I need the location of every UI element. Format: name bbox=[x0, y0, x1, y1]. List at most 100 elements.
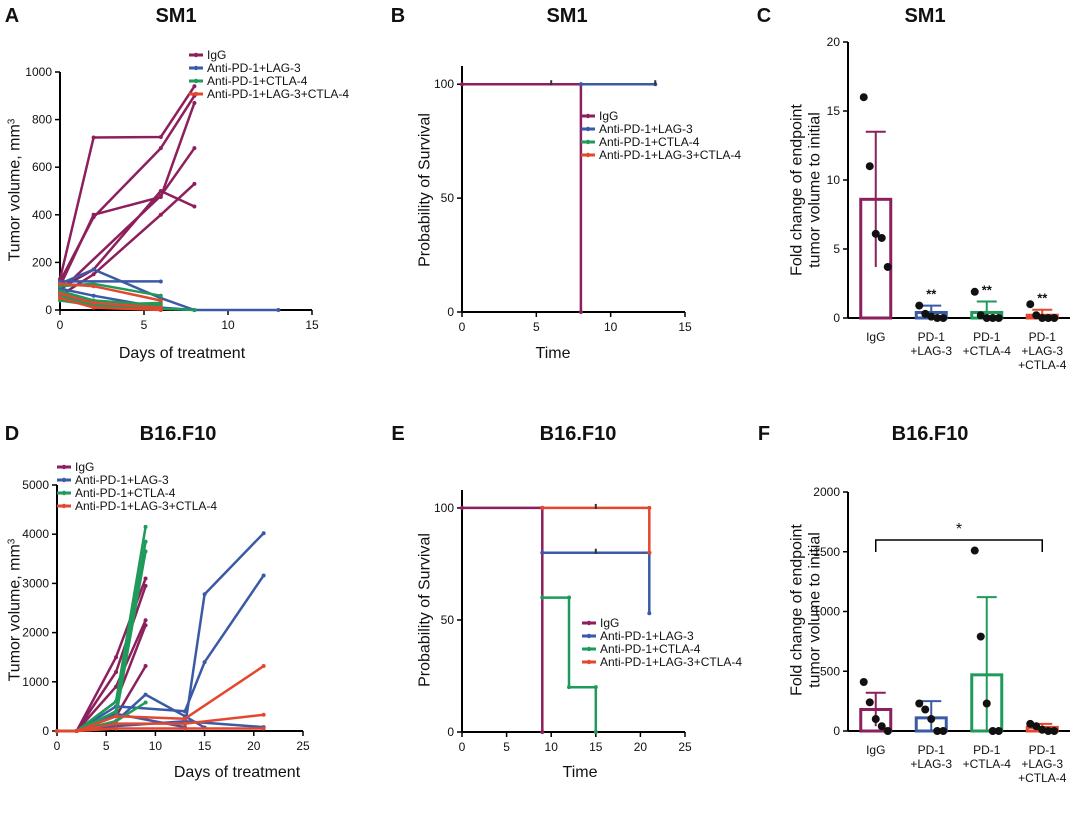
data-point bbox=[261, 531, 266, 536]
y-tick-label: 1000 bbox=[22, 675, 49, 689]
data-point bbox=[593, 730, 598, 734]
data-point bbox=[91, 212, 96, 217]
legend-label: Anti-PD-1+LAG-3+CTLA-4 bbox=[207, 87, 349, 101]
data-point bbox=[567, 685, 572, 690]
legend-marker bbox=[193, 78, 199, 84]
data-point bbox=[1032, 311, 1041, 320]
data-point bbox=[58, 296, 62, 301]
chart-title: B16.F10 bbox=[140, 423, 217, 445]
data-point bbox=[921, 705, 930, 714]
y-tick-label: 50 bbox=[441, 613, 455, 627]
y-tick-label: 5000 bbox=[22, 478, 49, 492]
data-point bbox=[143, 549, 148, 554]
legend-marker bbox=[61, 477, 67, 483]
x-tick-label: PD-1 bbox=[1029, 330, 1057, 344]
data-point bbox=[202, 592, 207, 597]
data-point bbox=[276, 308, 281, 312]
data-point bbox=[921, 309, 930, 318]
y-axis-label-superscript: 3 bbox=[6, 538, 17, 544]
y-tick-label: 4000 bbox=[22, 527, 49, 541]
data-point bbox=[114, 726, 119, 731]
data-point bbox=[1026, 719, 1035, 728]
data-point bbox=[982, 314, 991, 322]
y-tick-label: 400 bbox=[32, 208, 52, 222]
panel-letter: F bbox=[758, 423, 770, 445]
data-point bbox=[1050, 314, 1059, 322]
legend-label: Anti-PD-1+LAG-3+CTLA-4 bbox=[599, 148, 741, 162]
data-point bbox=[871, 229, 880, 238]
data-point bbox=[158, 212, 163, 217]
data-point bbox=[865, 698, 874, 707]
data-point bbox=[158, 146, 163, 151]
data-point bbox=[540, 505, 545, 510]
y-axis-label: Tumor volume, mm3 bbox=[6, 538, 24, 681]
data-point bbox=[540, 730, 545, 734]
data-point bbox=[982, 699, 991, 708]
y-tick-label: 0 bbox=[447, 305, 454, 319]
legend-label: Anti-PD-1+CTLA-4 bbox=[599, 135, 700, 149]
data-point bbox=[91, 305, 96, 310]
x-tick-label: 25 bbox=[678, 740, 692, 754]
data-point bbox=[143, 539, 148, 544]
x-tick-label: 15 bbox=[305, 318, 319, 332]
y-tick-label: 200 bbox=[32, 255, 52, 269]
legend-marker bbox=[585, 152, 591, 158]
x-tick-label: 25 bbox=[296, 739, 310, 753]
x-tick-label: +CTLA-4 bbox=[1018, 358, 1067, 372]
data-point bbox=[91, 267, 96, 272]
data-point bbox=[91, 293, 96, 298]
y-axis-label: Probability of Survival bbox=[417, 113, 434, 267]
data-point bbox=[143, 700, 148, 705]
x-tick-label: 0 bbox=[459, 320, 466, 334]
significance-label: * bbox=[956, 521, 962, 538]
data-point bbox=[460, 505, 464, 510]
x-tick-label: 5 bbox=[141, 318, 148, 332]
data-point bbox=[114, 669, 119, 674]
series-line bbox=[58, 102, 196, 287]
x-tick-label: +LAG-3 bbox=[1021, 344, 1063, 358]
panel-letter: E bbox=[391, 423, 404, 445]
data-point bbox=[143, 623, 148, 628]
series-line bbox=[542, 551, 651, 614]
series-line bbox=[542, 596, 598, 732]
legend-label: Anti-PD-1+LAG-3 bbox=[600, 629, 694, 643]
data-point bbox=[192, 84, 197, 89]
x-tick-label: +CTLA-4 bbox=[963, 344, 1012, 358]
legend-marker bbox=[585, 139, 591, 145]
x-tick-label: 10 bbox=[149, 739, 163, 753]
x-tick-label: +CTLA-4 bbox=[1018, 771, 1067, 785]
x-tick-label: 5 bbox=[103, 739, 110, 753]
data-point bbox=[1038, 314, 1047, 322]
data-point bbox=[1038, 725, 1047, 734]
x-tick-label: PD-1 bbox=[973, 743, 1001, 757]
legend-label: Anti-PD-1+CTLA-4 bbox=[600, 642, 701, 656]
series-line bbox=[58, 85, 196, 280]
data-point bbox=[143, 583, 148, 588]
data-point bbox=[143, 664, 148, 669]
y-tick-label: 2000 bbox=[813, 485, 840, 499]
data-point bbox=[192, 204, 197, 209]
data-point bbox=[647, 611, 652, 616]
legend-marker bbox=[193, 52, 199, 58]
x-tick-label: +LAG-3 bbox=[1021, 757, 1063, 771]
data-point bbox=[143, 524, 148, 529]
x-tick-label: 15 bbox=[589, 740, 603, 754]
y-axis-label: Fold change of endpoint bbox=[789, 104, 806, 276]
panel-e: E B16.F10 0 5 10 15 20 25 0 50 100 Time Probability … bbox=[391, 423, 742, 781]
legend-marker bbox=[193, 65, 199, 71]
legend-label: Anti-PD-1+CTLA-4 bbox=[207, 74, 308, 88]
y-tick-label: 0 bbox=[45, 303, 52, 317]
x-tick-label: +CTLA-4 bbox=[963, 757, 1012, 771]
data-point bbox=[158, 193, 163, 198]
legend-marker bbox=[585, 113, 591, 119]
data-point bbox=[114, 655, 119, 660]
panel-d: D B16.F10 0 5 10 15 20 25 0 1000 2000 3000 4000 5000 D… bbox=[5, 423, 310, 781]
significance-label: ** bbox=[926, 287, 937, 302]
data-point bbox=[460, 82, 464, 87]
panel-b: B SM1 0 5 10 15 0 50 100 Time Probability of Survi… bbox=[391, 5, 742, 362]
legend-marker bbox=[61, 490, 67, 496]
data-point bbox=[578, 82, 583, 87]
data-point bbox=[182, 716, 187, 721]
data-point bbox=[994, 314, 1003, 322]
